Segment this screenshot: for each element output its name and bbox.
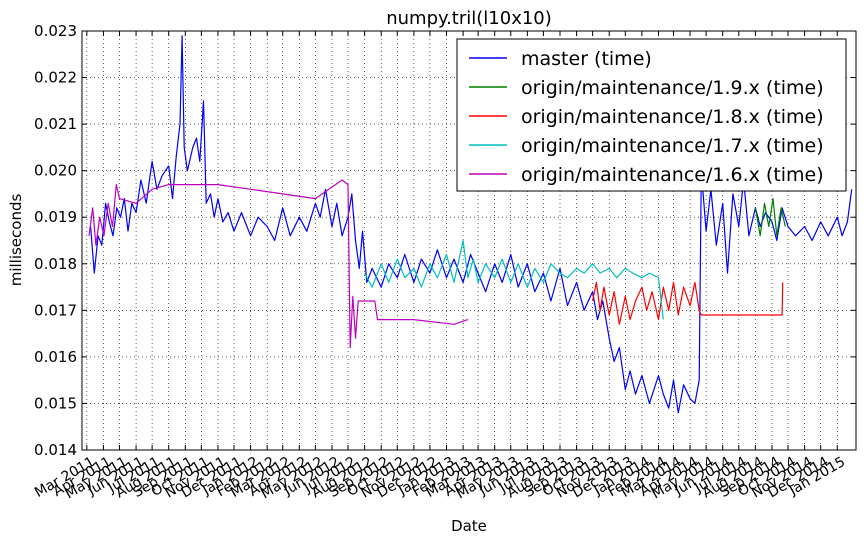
y-tick-label: 0.014 (34, 441, 77, 459)
y-tick-label: 0.019 (34, 208, 77, 226)
legend-label: origin/maintenance/1.7.x (time) (521, 135, 824, 157)
y-tick-label: 0.022 (34, 69, 77, 87)
legend-label: origin/maintenance/1.6.x (time) (521, 164, 824, 186)
series-line (364, 239, 664, 320)
series-line (90, 35, 853, 414)
y-tick-label: 0.023 (34, 22, 77, 40)
chart-title: numpy.tril(l10x10) (386, 8, 552, 29)
x-axis-label: Date (451, 517, 487, 535)
series-line (88, 179, 469, 349)
legend-label: origin/maintenance/1.8.x (time) (521, 106, 824, 128)
y-tick-label: 0.021 (34, 115, 77, 133)
y-axis-label: milliseconds (7, 194, 25, 287)
legend-box (456, 38, 847, 192)
y-tick-label: 0.020 (34, 162, 77, 180)
y-tick-label: 0.015 (34, 394, 77, 412)
legend-label: master (time) (521, 48, 652, 70)
y-tick-label: 0.016 (34, 348, 77, 366)
series-line (592, 281, 784, 325)
y-axis-ticks: 0.014 0.015 0.016 0.017 0.018 0.019 0.020 0.021… (34, 22, 856, 459)
legend: master (time) origin/maintenance/1.9.x (t… (456, 38, 847, 192)
plot-frame (81, 30, 857, 451)
plot-series (88, 35, 853, 414)
y-tick-label: 0.017 (34, 301, 77, 319)
y-tick-label: 0.018 (34, 255, 77, 273)
series-line (754, 198, 786, 237)
legend-label: origin/maintenance/1.9.x (time) (521, 77, 824, 99)
